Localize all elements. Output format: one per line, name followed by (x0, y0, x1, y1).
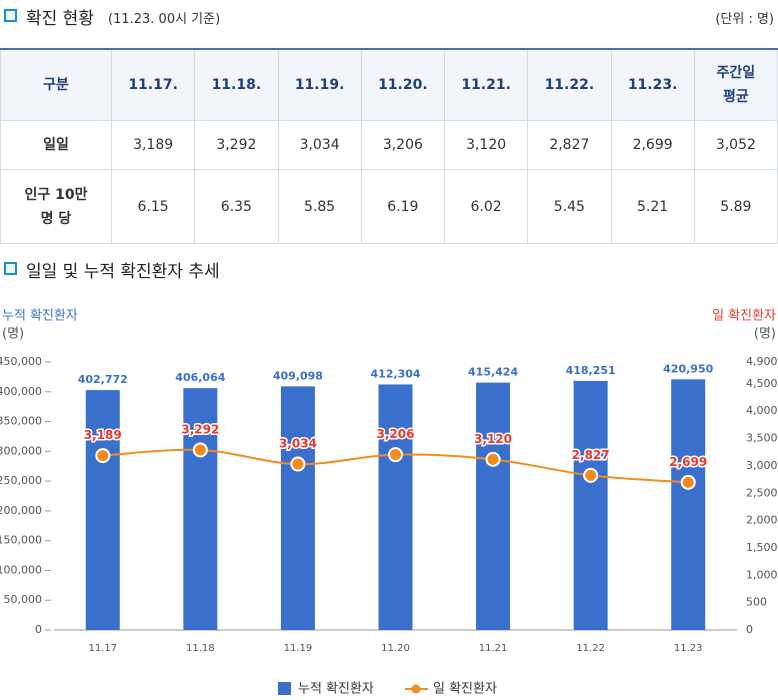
y-tick-label: 150,000 (0, 534, 42, 547)
column-header: 11.22. (527, 48, 612, 121)
table-cell: 5.21 (610, 169, 695, 244)
y2-tick-label: 4,500 (746, 377, 778, 390)
section-title: 확진 현황 (26, 9, 94, 29)
bar-value-label: 406,064 (175, 371, 225, 384)
y-tick-label: 50,000 (4, 593, 43, 606)
bar-value-label: 415,424 (468, 366, 518, 379)
bar-value-label: 409,098 (273, 369, 323, 382)
y2-tick-label: 4,000 (746, 404, 778, 417)
table-cell: 6.15 (110, 169, 196, 244)
header-row: 구분 11.17. 11.18. 11.19. 11.20. 11.21. 11.22. 11… (0, 48, 778, 121)
column-header: 구분 (0, 48, 112, 121)
y-tick-label: 0 (35, 623, 42, 636)
y-tick-label: 450,000 (0, 355, 42, 368)
x-tick-label: 11.23 (674, 643, 703, 654)
y2-tick-label: 1,000 (746, 568, 778, 581)
x-tick-label: 11.17 (88, 643, 117, 654)
column-header: 11.23. (610, 48, 695, 121)
x-tick-label: 11.20 (381, 643, 410, 654)
bar (378, 384, 413, 630)
line-value-label: 2,699 (669, 455, 707, 469)
line-value-label: 3,292 (181, 422, 219, 436)
chart-title: 일일 및 누적 확진환자 추세 (26, 262, 220, 282)
line-point (485, 451, 501, 467)
unit-note: (단위 : 명) (715, 12, 774, 27)
y-axis-unit: (명) (2, 327, 24, 342)
y2-tick-label: 3,000 (746, 459, 778, 472)
y2-tick-label: 4,900 (746, 355, 778, 368)
table-cell: 3,120 (443, 120, 529, 170)
line-point (680, 474, 696, 490)
legend-swatch (411, 684, 421, 694)
y2-tick-label: 1,500 (746, 541, 778, 554)
y-tick-label: 350,000 (0, 415, 42, 428)
table-cell: 5.45 (527, 169, 612, 244)
x-tick-label: 11.19 (284, 643, 313, 654)
column-header: 11.18. (194, 48, 279, 121)
legend-label: 누적 확진환자 (298, 682, 374, 697)
legend-label: 일 확진환자 (433, 682, 497, 697)
table-row: 인구 10만 명 당 6.15 6.35 5.85 6.19 6.02 5.45 5.21 5.… (0, 169, 778, 244)
y-tick-label: 400,000 (0, 385, 42, 398)
column-header: 11.20. (360, 48, 446, 121)
table-row: 일일 3,189 3,292 3,034 3,206 3,120 2,827 2,699 3,0… (0, 120, 778, 170)
bar-value-label: 420,950 (663, 362, 713, 375)
table-cell: 6.35 (194, 169, 279, 244)
line-value-label: 3,189 (84, 428, 122, 442)
section-subtitle: (11.23. 00시 기준) (108, 12, 221, 27)
column-header: 11.17. (110, 48, 196, 121)
line-point (95, 448, 111, 464)
x-tick-label: 11.22 (576, 643, 605, 654)
table-cell: 3,292 (194, 120, 279, 170)
table-cell: 6.02 (443, 169, 529, 244)
y-axis-title: 누적 확진환자 (2, 309, 78, 324)
y2-tick-label: 3,500 (746, 432, 778, 445)
status-table: 구분 11.17. 11.18. 11.19. 11.20. 11.21. 11.22. 11… (0, 48, 778, 244)
y2-axis-unit: (명) (754, 327, 776, 342)
line-value-label: 2,827 (572, 448, 610, 462)
y-tick-label: 300,000 (0, 444, 42, 457)
bar-value-label: 402,772 (78, 373, 128, 386)
line-value-label: 3,034 (279, 437, 317, 451)
line-value-label: 3,120 (474, 432, 512, 446)
table-cell: 3,052 (693, 120, 778, 170)
bar (671, 379, 706, 630)
y2-tick-label: 2,500 (746, 486, 778, 499)
table-cell: 5.85 (277, 169, 362, 244)
row-header: 인구 10만 명 당 (0, 169, 112, 244)
y-tick-label: 200,000 (0, 504, 42, 517)
table-cell: 2,827 (527, 120, 612, 170)
bar-value-label: 412,304 (370, 367, 420, 380)
line-point (388, 447, 403, 463)
bar-value-label: 418,251 (566, 364, 616, 377)
y2-tick-label: 2,000 (746, 514, 778, 527)
y-tick-label: 100,000 (0, 563, 42, 576)
bar (573, 380, 608, 630)
section-icon (4, 262, 17, 275)
section-icon (4, 9, 17, 22)
table-cell: 5.89 (693, 169, 778, 244)
y2-tick-label: 0 (746, 623, 753, 636)
line-point (583, 467, 599, 483)
x-tick-label: 11.21 (479, 643, 508, 654)
y-tick-label: 250,000 (0, 474, 42, 487)
bar (280, 386, 315, 630)
line-point (290, 456, 306, 472)
column-header: 11.21. (443, 48, 529, 121)
y2-axis-title: 일 확진환자 (712, 309, 776, 324)
bar (476, 382, 511, 630)
line-point (192, 442, 208, 458)
legend-swatch (278, 682, 291, 695)
line-value-label: 3,206 (377, 427, 415, 441)
x-tick-label: 11.18 (186, 643, 215, 654)
y2-tick-label: 500 (746, 596, 767, 609)
bar (183, 388, 218, 630)
bar (85, 390, 120, 630)
table-cell: 6.19 (360, 169, 446, 244)
